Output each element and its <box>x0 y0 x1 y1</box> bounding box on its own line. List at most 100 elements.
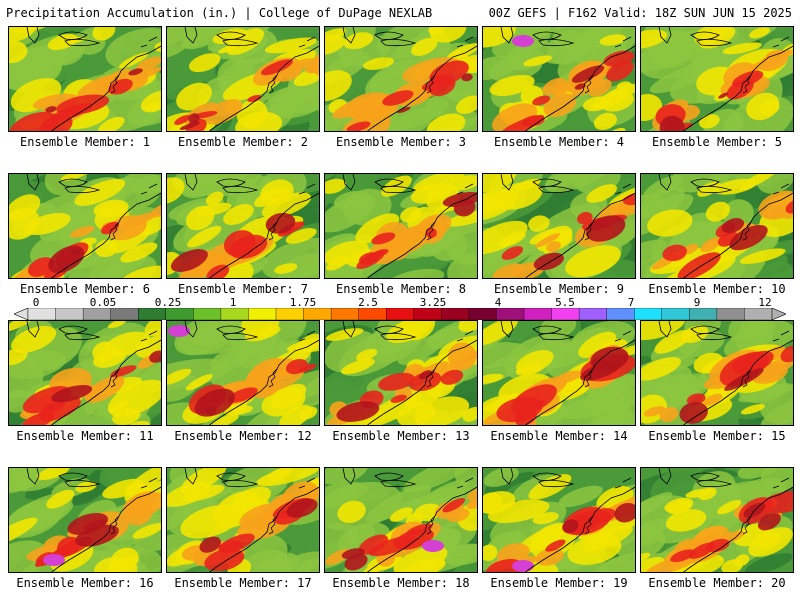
precip-field <box>483 27 635 131</box>
precip-field <box>167 27 319 131</box>
precip-field <box>641 174 793 278</box>
precip-field <box>325 27 477 131</box>
great-lakes-outline <box>500 321 575 341</box>
model-run-valid-time: 00Z GEFS | F162 Valid: 18Z SUN JUN 15 20… <box>488 6 792 20</box>
ensemble-member-label: Ensemble Member: 16 <box>16 576 154 590</box>
precip-field <box>483 174 635 278</box>
colorbar-swatch <box>248 308 277 320</box>
colorbar-swatch <box>744 308 773 320</box>
coastline <box>51 486 161 572</box>
coastline <box>367 339 477 425</box>
coastline <box>525 486 635 572</box>
colorbar-swatch <box>468 308 497 320</box>
precip-field <box>483 468 635 572</box>
great-lakes-outline <box>26 27 101 47</box>
colorbar-swatch <box>303 308 332 320</box>
colorbar-min-arrow <box>14 308 29 320</box>
colorbar-tick-label: 5.5 <box>555 296 575 309</box>
coastline <box>525 339 635 425</box>
colorbar-swatch <box>413 308 442 320</box>
ensemble-member-label: Ensemble Member: 9 <box>493 282 625 296</box>
ensemble-member-label: Ensemble Member: 2 <box>177 135 309 149</box>
ensemble-member-map <box>640 173 794 279</box>
colorbar-swatch <box>55 308 84 320</box>
coastline <box>209 486 319 572</box>
ensemble-member-map <box>324 173 478 279</box>
great-lakes-outline <box>184 468 259 488</box>
colorbar-max-arrow <box>771 308 786 320</box>
colorbar-swatch <box>386 308 415 320</box>
ensemble-member-map <box>8 26 162 132</box>
ensemble-member-map <box>640 26 794 132</box>
ensemble-member-label: Ensemble Member: 20 <box>648 576 786 590</box>
ensemble-member-map <box>8 467 162 573</box>
colorbar-swatch <box>441 308 470 320</box>
colorbar-tick-label: 0 <box>32 296 40 309</box>
colorbar-swatch <box>165 308 194 320</box>
colorbar-tick-label: 7 <box>627 296 635 309</box>
ensemble-member-label: Ensemble Member: 13 <box>332 429 470 443</box>
colorbar-tick-label: 0.25 <box>154 296 182 309</box>
colorbar-tick-label: 3.25 <box>419 296 447 309</box>
ensemble-member-label: Ensemble Member: 10 <box>648 282 786 296</box>
coastline <box>51 192 161 278</box>
ensemble-member-map <box>166 467 320 573</box>
colorbar-tick-label: 2.5 <box>358 296 378 309</box>
ensemble-member-label: Ensemble Member: 1 <box>19 135 151 149</box>
great-lakes-outline <box>658 321 733 341</box>
great-lakes-outline <box>658 27 733 47</box>
ensemble-member-label: Ensemble Member: 11 <box>16 429 154 443</box>
coastline <box>683 45 793 131</box>
great-lakes-outline <box>26 174 101 194</box>
precip-field <box>641 468 793 572</box>
great-lakes-outline <box>658 468 733 488</box>
ensemble-member-label: Ensemble Member: 8 <box>335 282 467 296</box>
colorbar-tick-label: 0.05 <box>89 296 117 309</box>
colorbar-swatch <box>523 308 553 320</box>
colorbar-swatch <box>606 308 635 320</box>
colorbar-tick-label: 1 <box>229 296 237 309</box>
colorbar-swatch <box>220 308 249 320</box>
ensemble-member-map <box>8 173 162 279</box>
precip-field <box>641 27 793 131</box>
precip-field <box>325 468 477 572</box>
colorbar-tick-label: 4 <box>494 296 502 309</box>
map-title: Precipitation Accumulation (in.) | Colle… <box>6 6 433 20</box>
colorbar-tick-label: 12 <box>758 296 772 309</box>
coastline <box>51 45 161 131</box>
coastline <box>367 192 477 278</box>
colorbar-tick-label: 1.75 <box>289 296 317 309</box>
coastline <box>683 486 793 572</box>
great-lakes-outline <box>500 174 575 194</box>
ensemble-member-map <box>482 467 636 573</box>
coastline <box>51 339 161 425</box>
great-lakes-outline <box>26 468 101 488</box>
coastline <box>209 339 319 425</box>
colorbar-swatch <box>330 308 360 320</box>
precip-field <box>167 321 319 425</box>
ensemble-member-label: Ensemble Member: 14 <box>490 429 628 443</box>
great-lakes-outline <box>342 174 417 194</box>
colorbar-swatch <box>193 308 222 320</box>
ensemble-member-label: Ensemble Member: 15 <box>648 429 786 443</box>
ensemble-member-label: Ensemble Member: 12 <box>174 429 312 443</box>
ensemble-member-label: Ensemble Member: 4 <box>493 135 625 149</box>
ensemble-member-map <box>640 320 794 426</box>
precip-field <box>9 321 161 425</box>
ensemble-member-map <box>482 173 636 279</box>
ensemble-member-map <box>482 26 636 132</box>
ensemble-member-label: Ensemble Member: 7 <box>177 282 309 296</box>
ensemble-member-map <box>166 26 320 132</box>
great-lakes-outline <box>342 321 417 341</box>
colorbar-swatch <box>689 308 718 320</box>
ensemble-member-map <box>640 467 794 573</box>
colorbar-tick-label: 9 <box>693 296 701 309</box>
colorbar-swatch <box>716 308 745 320</box>
coastline <box>209 192 319 278</box>
colorbar-swatch <box>496 308 525 320</box>
ensemble-member-label: Ensemble Member: 5 <box>651 135 783 149</box>
colorbar-swatch <box>82 308 112 320</box>
precip-field <box>325 321 477 425</box>
colorbar-swatch <box>27 308 57 320</box>
precip-field <box>325 174 477 278</box>
